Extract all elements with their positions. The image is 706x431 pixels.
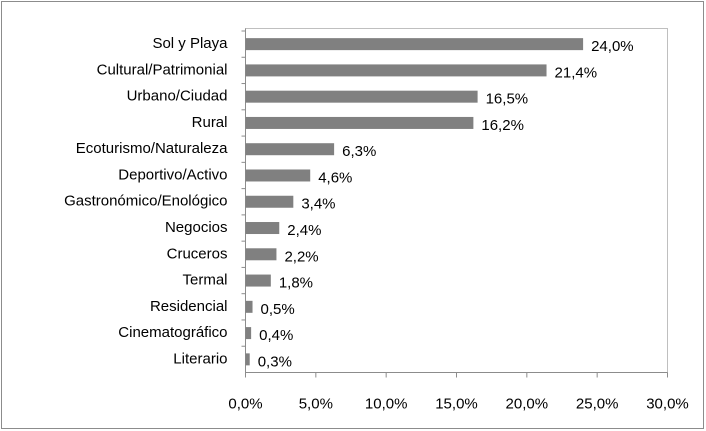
value-label: 2,2%	[284, 248, 318, 265]
bar	[245, 64, 547, 77]
value-label: 1,8%	[279, 275, 313, 292]
y-tick-label: Deportivo/Activo	[118, 166, 227, 183]
bar	[245, 300, 253, 313]
y-tick-label: Rural	[192, 114, 228, 131]
value-label: 21,4%	[555, 64, 598, 81]
bar	[245, 169, 311, 182]
y-tick-label: Literario	[173, 350, 227, 367]
x-tick-label: 15,0%	[435, 395, 478, 412]
y-tick-label: Sol y Playa	[152, 35, 228, 52]
x-tick-label: 20,0%	[506, 395, 549, 412]
y-tick-label: Gastronómico/Enológico	[64, 193, 227, 210]
x-tick-label: 5,0%	[299, 395, 333, 412]
value-label: 3,4%	[301, 196, 335, 213]
bar	[245, 116, 474, 129]
x-tick-label: 30,0%	[646, 395, 689, 412]
y-tick-label: Termal	[182, 272, 227, 289]
value-label: 16,2%	[481, 117, 524, 134]
bar	[245, 143, 335, 156]
value-label: 0,5%	[261, 301, 295, 318]
y-tick-label: Ecoturismo/Naturaleza	[76, 140, 228, 157]
value-label: 0,3%	[258, 353, 292, 370]
bar	[245, 327, 252, 340]
bar	[245, 274, 271, 287]
x-tick-label: 10,0%	[365, 395, 408, 412]
y-tick-label: Urbano/Ciudad	[127, 88, 228, 105]
x-tick-label: 0,0%	[228, 395, 262, 412]
value-label: 6,3%	[342, 143, 376, 160]
bar	[245, 248, 277, 261]
x-tick-label: 25,0%	[576, 395, 619, 412]
bar	[245, 195, 294, 208]
bar	[245, 90, 478, 103]
value-label: 2,4%	[287, 222, 321, 239]
y-tick-label: Residencial	[150, 298, 228, 315]
y-tick-label: Negocios	[165, 219, 228, 236]
value-label: 0,4%	[259, 327, 293, 344]
value-label: 24,0%	[591, 38, 634, 55]
bar	[245, 353, 250, 366]
value-label: 16,5%	[486, 91, 529, 108]
bar	[245, 38, 584, 51]
y-tick-label: Cultural/Patrimonial	[97, 61, 228, 78]
y-tick-label: Cinematográfico	[118, 324, 227, 341]
value-label: 4,6%	[318, 169, 352, 186]
y-tick-label: Cruceros	[167, 245, 228, 262]
bar	[245, 222, 280, 235]
